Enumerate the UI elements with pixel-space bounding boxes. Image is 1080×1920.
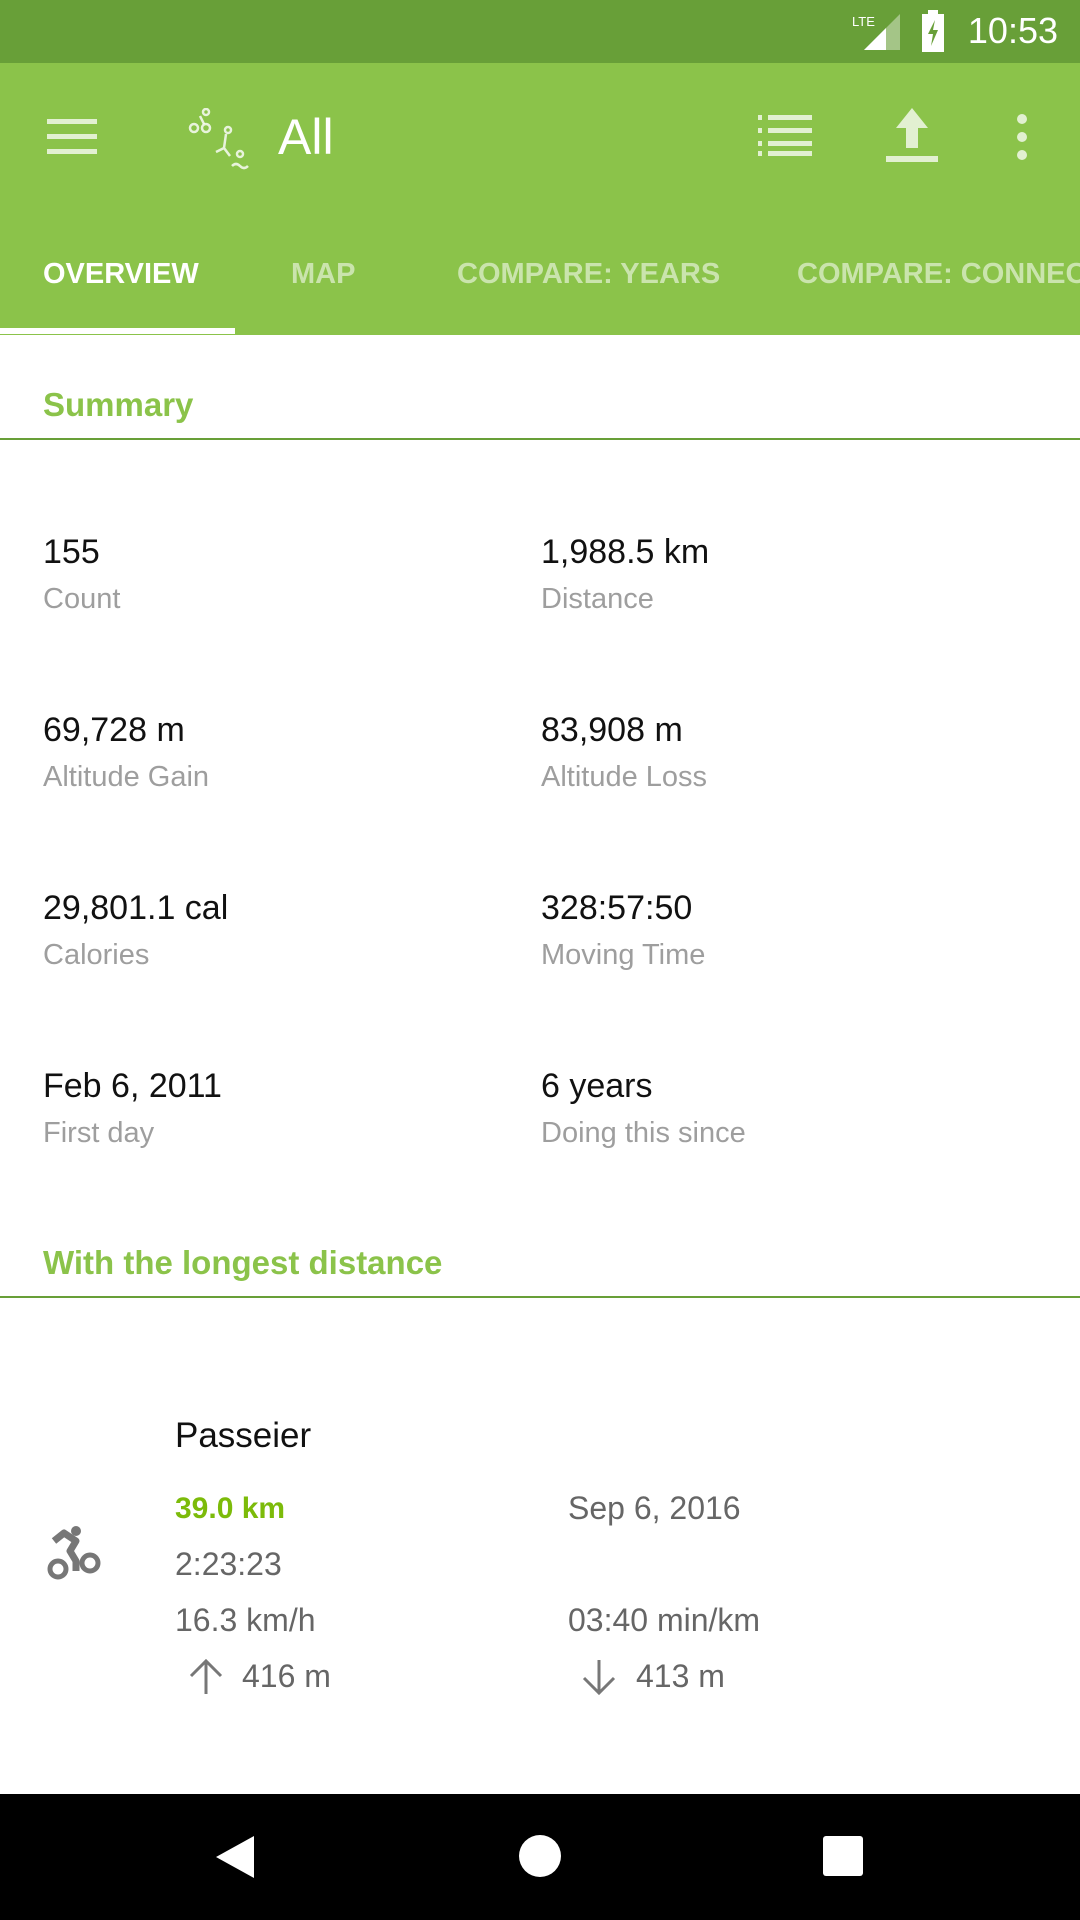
stat-label: Altitude Gain <box>43 761 210 793</box>
arrow-up-icon <box>189 1658 223 1694</box>
stat-label: Moving Time <box>541 939 706 971</box>
stat-value: 1,988.5 km <box>541 533 710 571</box>
multisport-icon <box>188 108 249 170</box>
lte-signal-icon: LTE <box>852 14 900 50</box>
stat-label: Calories <box>43 939 150 971</box>
stat-value: 69,728 m <box>43 711 185 749</box>
stat-label: First day <box>43 1117 155 1149</box>
bike-icon <box>47 1526 101 1580</box>
more-options-icon[interactable] <box>1012 113 1032 161</box>
menu-icon[interactable] <box>47 117 97 157</box>
status-bar: LTE 10:53 <box>0 0 1080 63</box>
tab-overview[interactable]: OVERVIEW <box>43 258 199 290</box>
activity-distance: 39.0 km <box>175 1492 286 1525</box>
recents-icon[interactable] <box>823 1836 863 1876</box>
tab-indicator <box>0 328 235 334</box>
activity-speed: 16.3 km/h <box>175 1602 316 1638</box>
navigation-bar <box>0 1794 1080 1920</box>
battery-charging-icon <box>922 10 944 52</box>
activity-date: Sep 6, 2016 <box>568 1490 741 1526</box>
stat-value: 328:57:50 <box>541 889 693 927</box>
summary-header: Summary <box>43 386 194 423</box>
activity-ascent: 416 m <box>242 1658 331 1694</box>
stat-value: Feb 6, 2011 <box>43 1067 222 1105</box>
stat-value: 83,908 m <box>541 711 683 749</box>
stat-label: Distance <box>541 583 654 615</box>
app-title: All <box>278 109 334 165</box>
tab-compare-years[interactable]: COMPARE: YEARS <box>457 258 721 290</box>
back-icon[interactable] <box>214 1834 256 1880</box>
activity-pace: 03:40 min/km <box>568 1602 761 1638</box>
activity-name: Passeier <box>175 1416 312 1455</box>
stat-value: 6 years <box>541 1067 653 1105</box>
upload-icon[interactable] <box>884 108 940 164</box>
stat-label: Altitude Loss <box>541 761 708 793</box>
activity-duration: 2:23:23 <box>175 1546 282 1582</box>
longest-header: With the longest distance <box>43 1244 443 1281</box>
stat-value: 29,801.1 cal <box>43 889 229 927</box>
tab-map[interactable]: MAP <box>291 258 356 290</box>
divider <box>0 438 1080 440</box>
list-view-icon[interactable] <box>758 113 812 157</box>
activity-descent: 413 m <box>636 1658 725 1694</box>
arrow-down-icon <box>582 1660 616 1696</box>
home-icon[interactable] <box>518 1834 562 1878</box>
tab-compare-connections[interactable]: COMPARE: CONNEC <box>797 258 1080 290</box>
stat-label: Count <box>43 583 121 615</box>
stat-label: Doing this since <box>541 1117 746 1149</box>
stat-value: 155 <box>43 533 100 571</box>
activity-item[interactable]: Passeier 39.0 km Sep 6, 2016 2:23:23 16.… <box>0 1380 1080 1720</box>
clock: 10:53 <box>967 10 1058 51</box>
divider <box>0 1296 1080 1298</box>
toolbar: All <box>0 63 1080 335</box>
svg-text:LTE: LTE <box>852 14 875 29</box>
